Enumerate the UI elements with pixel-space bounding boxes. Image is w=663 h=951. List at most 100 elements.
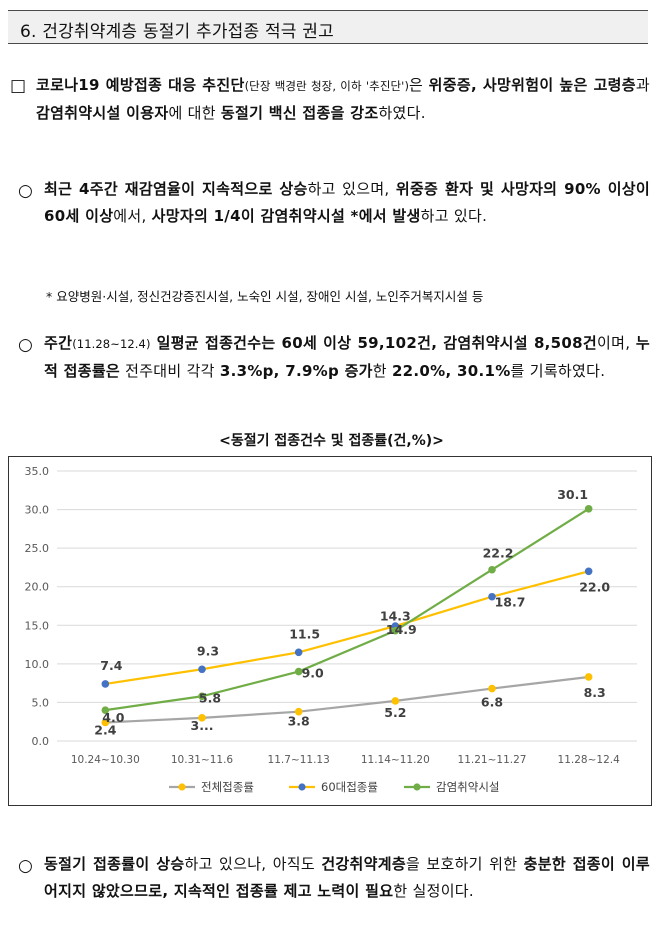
data-label: 9.0 <box>302 666 324 681</box>
p1-bold-1: 코로나19 예방접종 대응 추진단 <box>36 76 245 94</box>
data-point <box>198 665 206 674</box>
p4-bold-3: 충분한 접종이 이루어지지 않았으므로, 지속적인 접종률 제고 노력이 필요 <box>44 855 650 900</box>
paragraph-3: 주간(11.28~12.4) 일평균 접종건수는 60세 이상 59,102건,… <box>44 330 650 385</box>
data-point <box>584 567 593 576</box>
line-chart: 0.0 5.0 10.0 15.0 20.0 25.0 30.0 35.0 10.24~10.3… <box>25 465 637 794</box>
p4-text-1: 하고 있으나, 아직도 <box>184 855 322 873</box>
x-tick-label: 11.7~11.13 <box>268 754 330 766</box>
data-point <box>101 680 110 688</box>
p4-bold-2: 건강취약계층 <box>321 855 406 873</box>
y-tick-label: 15.0 <box>25 619 50 632</box>
p1-text-4: 하였다. <box>378 104 426 122</box>
data-point <box>488 684 496 693</box>
p2-text-2: 에서, <box>113 207 152 225</box>
legend-label: 60대접종률 <box>321 780 378 794</box>
y-tick-label: 10.0 <box>25 658 50 671</box>
data-point <box>584 673 593 681</box>
square-bullet: □ <box>10 76 27 96</box>
paragraph-2: 최근 4주간 재감염율이 지속적으로 상승하고 있으며, 위중증 환자 및 사망… <box>44 176 650 230</box>
chart-container: 0.0 5.0 10.0 15.0 20.0 25.0 30.0 35.0 10.24~10.3… <box>8 456 652 806</box>
p1-aside: (단장 백경란 청장, 이하 '추진단') <box>244 79 410 93</box>
y-tick-label: 30.0 <box>25 504 50 517</box>
p1-text-3: 에 대한 <box>168 104 221 122</box>
p3-period: (11.28~12.4) <box>72 337 151 351</box>
data-point <box>294 707 303 716</box>
legend-label: 감염취약시설 <box>436 780 499 794</box>
data-point <box>101 706 110 714</box>
x-tick-label: 11.21~11.27 <box>458 754 527 766</box>
data-label: 2.4 <box>94 722 116 737</box>
series-line-2 <box>105 507 590 712</box>
p4-text-2: 을 보호하기 위한 <box>405 855 524 873</box>
circle-bullet: ○ <box>18 856 33 876</box>
p2-text-1: 하고 있으며, <box>307 180 396 198</box>
data-label: 14.9 <box>386 622 417 637</box>
p2-bold-2: 위중증 환자 및 사망자의 90% 이상이 60세 이상 <box>44 180 650 225</box>
data-label: 7.4 <box>100 658 122 673</box>
y-tick-label: 35.0 <box>25 465 50 478</box>
legend-marker <box>413 783 421 791</box>
legend-label: 전체접종률 <box>201 780 254 794</box>
p3-bold-3: 누적 접종률은 <box>44 334 650 380</box>
p3-text-4: 를 기록하였다. <box>510 362 606 380</box>
circle-bullet: ○ <box>18 181 33 201</box>
data-label: 11.5 <box>289 626 320 641</box>
data-point <box>101 718 110 727</box>
paragraph-1: 코로나19 예방접종 대응 추진단(단장 백경란 청장, 이하 '추진단')은 … <box>36 72 650 127</box>
y-tick-label: 0.0 <box>32 735 50 748</box>
x-tick-label: 11.14~11.20 <box>361 754 430 766</box>
p4-bold-1: 동절기 접종률이 상승 <box>44 855 185 873</box>
data-point <box>391 697 400 705</box>
data-label: 14.3 <box>380 609 411 624</box>
p3-text-2: 전주대비 각각 <box>120 362 220 380</box>
p3-text-3: 한 <box>372 362 392 380</box>
chart-title: <동절기 접종건수 및 접종률(건,%)> <box>219 433 444 449</box>
series-line-0 <box>105 675 589 724</box>
footnote: * 요양병원·시설, 정신건강증진시설, 노숙인 시설, 장애인 시설, 노인주… <box>46 289 484 304</box>
p1-bold-4: 동절기 백신 접종을 강조 <box>220 104 379 122</box>
p2-text-3: 하고 있다. <box>420 207 488 225</box>
p2-bold-3: 사망자의 1/4이 감염취약시설 *에서 발생 <box>151 207 421 225</box>
data-label: 4.0 <box>102 710 124 725</box>
x-tick-label: 10.31~11.6 <box>171 754 234 766</box>
data-label: 9.3 <box>197 643 219 658</box>
p4-text-3: 한 실정이다. <box>393 882 474 900</box>
data-point <box>198 692 206 701</box>
circle-bullet: ○ <box>18 335 33 355</box>
data-point <box>294 667 303 676</box>
series-line-1 <box>105 570 589 686</box>
data-label: 30.1 <box>557 487 588 502</box>
data-label: 5.8 <box>199 690 221 705</box>
p1-text-2: 과 <box>635 76 650 94</box>
x-tick-label: 11.28~12.4 <box>558 754 621 766</box>
data-point <box>488 565 496 574</box>
legend-marker <box>298 783 306 791</box>
p3-bold-5: 22.0%, 30.1% <box>391 362 511 380</box>
data-label: 8.3 <box>584 685 606 700</box>
section-title: 6. 건강취약계층 동절기 추가접종 적극 권고 <box>20 22 334 42</box>
p3-bold-4: 3.3%p, 7.9%p 증가 <box>219 362 373 380</box>
y-tick-label: 20.0 <box>25 581 50 594</box>
y-tick-label: 25.0 <box>25 542 50 555</box>
data-label: 18.7 <box>495 595 526 610</box>
data-label: 3.8 <box>288 714 310 729</box>
data-label: 5.2 <box>384 705 406 720</box>
p1-bold-3: 감염취약시설 이용자 <box>36 104 169 122</box>
data-point <box>488 592 496 601</box>
p1-text-1: 은 <box>409 76 429 94</box>
data-label: 3... <box>191 718 214 733</box>
data-label: 22.2 <box>483 546 514 561</box>
data-point <box>391 626 400 635</box>
x-tick-label: 10.24~10.30 <box>71 754 140 766</box>
data-point <box>198 714 206 722</box>
p3-text-1: 이며, <box>597 334 636 352</box>
legend-marker <box>178 783 186 791</box>
p3-bold-2: 일평균 접종건수는 60세 이상 59,102건, 감염취약시설 8,508건 <box>150 334 597 352</box>
data-label: 6.8 <box>481 695 503 710</box>
data-point <box>294 648 303 657</box>
section-title-bar: 6. 건강취약계층 동절기 추가접종 적극 권고 <box>8 10 648 44</box>
y-tick-label: 5.0 <box>32 696 50 709</box>
p3-bold-1: 주간 <box>44 334 73 352</box>
paragraph-4: 동절기 접종률이 상승하고 있으나, 아직도 건강취약계층을 보호하기 위한 충… <box>44 851 650 905</box>
p1-bold-2: 위중증, 사망위험이 높은 고령층 <box>428 76 636 94</box>
